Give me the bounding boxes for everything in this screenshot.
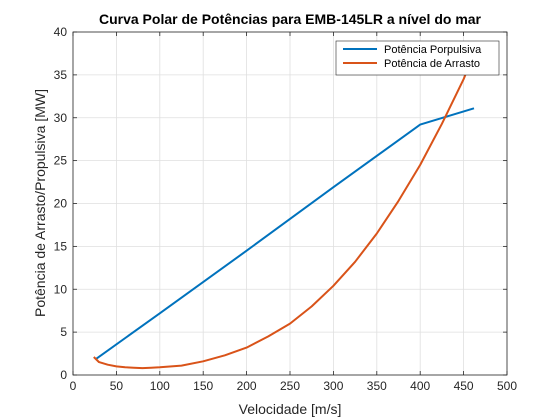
legend-label: Potência Porpulsiva xyxy=(384,44,482,56)
x-tick-label: 50 xyxy=(110,379,124,393)
x-tick-label: 0 xyxy=(70,379,77,393)
x-tick-label: 350 xyxy=(367,379,387,393)
y-tick-label: 10 xyxy=(54,282,68,296)
chart-title: Curva Polar de Potências para EMB-145LR … xyxy=(99,11,482,27)
y-tick-label: 30 xyxy=(54,111,68,125)
x-tick-label: 500 xyxy=(497,379,517,393)
series-line-1 xyxy=(95,107,475,360)
x-tick-label: 100 xyxy=(150,379,170,393)
y-axis-label: Potência de Arrasto/Propulsiva [MW] xyxy=(32,89,48,317)
x-tick-label: 250 xyxy=(280,379,300,393)
x-tick-label: 450 xyxy=(454,379,474,393)
y-tick-label: 15 xyxy=(54,239,68,253)
series-line-2 xyxy=(93,53,475,370)
plot-lines xyxy=(93,53,475,370)
legend: Potência Porpulsiva Potência de Arrasto xyxy=(335,40,500,76)
x-axis-label: Velocidade [m/s] xyxy=(239,401,342,417)
x-tick-label: 150 xyxy=(193,379,213,393)
x-tick-label: 400 xyxy=(410,379,430,393)
y-tick-label: 5 xyxy=(60,325,67,339)
y-tick-label: 35 xyxy=(54,68,68,82)
x-tick-label: 300 xyxy=(323,379,343,393)
y-tick-label: 40 xyxy=(54,25,68,39)
y-tick-label: 0 xyxy=(60,368,67,382)
ticks: 0 50 100 150 200 250 300 350 400 450 500 0 5 10 15 20 25… xyxy=(54,25,518,393)
legend-box xyxy=(335,40,500,76)
y-tick-label: 25 xyxy=(54,154,68,168)
y-tick-label: 20 xyxy=(54,197,68,211)
legend-label: Potência de Arrasto xyxy=(384,58,480,70)
x-tick-label: 200 xyxy=(237,379,257,393)
